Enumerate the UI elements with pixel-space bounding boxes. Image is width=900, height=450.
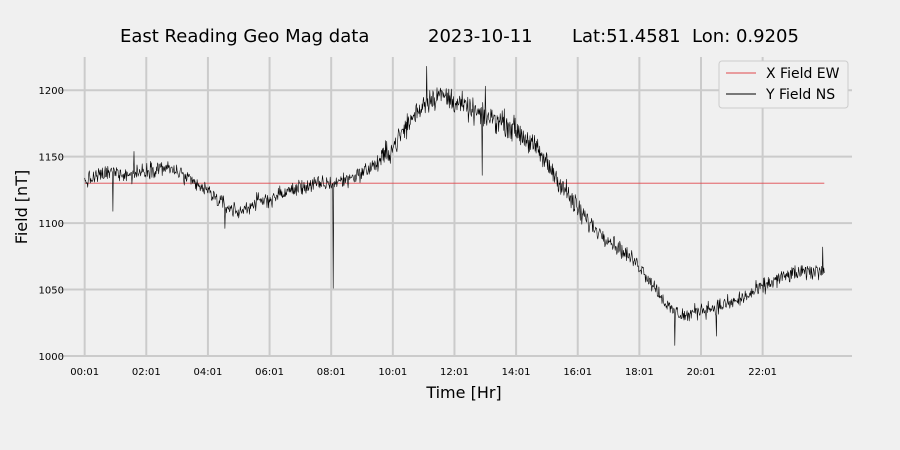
x-tick-label: 02:01 <box>132 367 161 378</box>
x-axis-label: Time [Hr] <box>425 383 501 402</box>
y-tick-label: 1150 <box>39 153 64 164</box>
tick-labels: 00:01 02:01 04:01 06:01 08:01 10:01 12:01 14:01… <box>39 86 777 378</box>
x-tick-label: 14:01 <box>502 367 531 378</box>
legend: X Field EW Y Field NS <box>718 60 849 109</box>
x-tick-label: 06:01 <box>255 367 284 378</box>
x-tick-label: 04:01 <box>194 367 223 378</box>
chart-title-date: 2023-10-11 <box>428 26 533 47</box>
plot-area <box>84 66 825 346</box>
legend-label-y-field: Y Field NS <box>765 87 835 103</box>
x-tick-label: 16:01 <box>563 367 592 378</box>
y-tick-label: 1100 <box>39 219 64 230</box>
legend-label-x-field: X Field EW <box>766 66 840 82</box>
x-tick-label: 12:01 <box>440 367 469 378</box>
y-tick-label: 1200 <box>39 86 64 97</box>
y-axis-label: Field [nT] <box>12 170 31 244</box>
x-tick-label: 20:01 <box>687 367 716 378</box>
chart-title-location: Lat:51.4581 Lon: 0.9205 <box>572 26 799 47</box>
x-tick-label: 22:01 <box>748 367 777 378</box>
y-tick-label: 1050 <box>39 286 64 297</box>
series-line-y-field-ns <box>84 66 825 346</box>
y-tick-label: 1000 <box>39 352 64 363</box>
x-tick-label: 08:01 <box>317 367 346 378</box>
x-tick-label: 00:01 <box>70 367 99 378</box>
chart-title-station: East Reading Geo Mag data <box>120 26 369 47</box>
x-tick-label: 10:01 <box>378 367 407 378</box>
x-tick-label: 18:01 <box>625 367 654 378</box>
